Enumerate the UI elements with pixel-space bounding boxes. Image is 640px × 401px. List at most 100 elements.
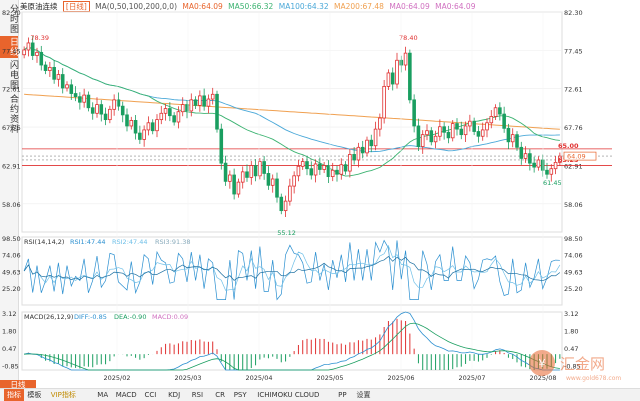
candle-body: [395, 59, 399, 85]
indicator-tab[interactable]: PSY: [233, 391, 247, 399]
candle-body: [442, 126, 446, 133]
indicator-tab[interactable]: KDJ: [168, 391, 181, 399]
ma100-value-label: MA100:64.32: [278, 2, 329, 11]
ma0-extra-label-1: MA0:64.09: [389, 2, 430, 11]
candle-body: [446, 131, 451, 139]
rsi1-line: [23, 239, 560, 301]
candle-body: [185, 104, 189, 112]
rsi-label: RSI(14,14,2): [24, 238, 64, 246]
candle-body: [159, 112, 164, 121]
candle-body: [172, 115, 176, 123]
ma-params-label: MA(0,50,100,200,0,0): [95, 2, 178, 11]
y-tick-label-left: 72.61: [2, 86, 21, 94]
candle-body: [206, 98, 211, 107]
instrument-title: 美原油连续: [20, 2, 58, 11]
indicator-tab[interactable]: 指标: [4, 389, 24, 401]
rsi2-line: [23, 244, 561, 291]
candle-body: [373, 128, 378, 147]
candle-body: [425, 130, 429, 136]
indicator-tab[interactable]: MA: [97, 391, 109, 399]
diff-legend: DIFF:-0.85: [74, 313, 107, 321]
sidebar-item-contract-info[interactable]: 合约资料: [8, 94, 18, 134]
current-price-tag: 64.09: [567, 153, 586, 161]
candle-body: [300, 161, 305, 167]
candle-body: [463, 125, 468, 136]
candle-body: [416, 125, 421, 147]
candle-body: [343, 164, 348, 172]
candle-body: [155, 119, 159, 132]
candle-body: [476, 131, 481, 137]
candle-body: [99, 104, 104, 115]
candle-body: [86, 94, 91, 109]
svg-text:¥: ¥: [539, 357, 546, 370]
sidebar-item-daily[interactable]: 日线: [0, 36, 18, 58]
rsi-y-tick-right: 49.63: [564, 268, 583, 276]
x-tick-label: 2025/06: [387, 374, 414, 382]
indicator-tab[interactable]: RSI: [191, 391, 204, 399]
indicator-tab[interactable]: PP: [338, 391, 347, 399]
indicator-tab[interactable]: ICHIMOKU CLOUD: [257, 391, 320, 399]
rsi2-legend: RSI2:47.44: [112, 238, 148, 246]
x-tick-label: 2025/08: [529, 374, 556, 382]
candle-body: [22, 49, 26, 56]
candle-body: [262, 161, 266, 174]
candle-body: [455, 123, 459, 130]
period-badge[interactable]: [日线]: [62, 1, 90, 12]
macd-y-tick-right: 0.47: [564, 345, 578, 353]
sidebar-item-flash-chart[interactable]: 闪电图: [8, 60, 18, 90]
indicator-tab[interactable]: VIP指标: [50, 391, 76, 399]
candle-body: [133, 120, 138, 134]
candle-body: [515, 134, 519, 148]
candle-body: [408, 52, 412, 101]
y-tick-label-left: 62.91: [2, 162, 21, 170]
candle-body: [528, 153, 532, 164]
candle-body: [78, 96, 82, 103]
sidebar-item-timeshare[interactable]: 分时图: [8, 4, 18, 34]
candle-body: [489, 116, 494, 124]
indicator-tab[interactable]: CCI: [144, 391, 157, 399]
macd-y-tick-left: 1.80: [2, 327, 16, 335]
candle-body: [48, 66, 52, 71]
indicator-tab[interactable]: CR: [215, 391, 226, 399]
candle-body: [335, 169, 339, 175]
candle-body: [386, 72, 391, 87]
candle-body: [382, 85, 386, 119]
daily-period-button[interactable]: 日线: [0, 380, 36, 389]
candle-body: [189, 99, 194, 112]
candle-body: [438, 126, 442, 137]
indicator-tab[interactable]: 模板: [27, 391, 42, 399]
candle-body: [275, 178, 279, 198]
candle-body: [472, 120, 476, 132]
candle-body: [232, 174, 236, 195]
candle-body: [30, 42, 35, 56]
candle-body: [146, 122, 151, 131]
indicator-tab[interactable]: 设置: [356, 391, 371, 399]
candle-body: [108, 108, 112, 121]
macd-y-tick-right: 3.12: [564, 310, 578, 318]
y-tick-label-left: 77.45: [2, 47, 21, 55]
candle-body: [502, 113, 506, 129]
macd-y-tick-left: 0.47: [2, 345, 16, 353]
ma200-value-label: MA200:67.48: [334, 2, 384, 11]
candle-body: [313, 163, 318, 176]
candle-body: [485, 122, 489, 131]
candle-body: [553, 161, 558, 170]
candle-body: [219, 128, 224, 164]
candle-body: [390, 72, 395, 85]
macd-y-tick-left: 3.12: [2, 310, 16, 318]
indicator-toolbar: 指标 模板 VIP指标 MA MACD CCI KDJ RSI CR PSY ICHIMOKU CL…: [0, 388, 640, 401]
candle-body: [228, 174, 232, 182]
candle-body: [82, 94, 86, 103]
candle-body: [270, 178, 275, 186]
watermark-logo: ¥ 汇金网 www.gold678.com: [529, 350, 621, 382]
indicator-tab[interactable]: MACD: [115, 391, 137, 399]
candle-body: [120, 105, 125, 116]
candle-body: [112, 99, 116, 110]
rsi-y-tick-right: 74.06: [564, 252, 583, 260]
candle-body: [450, 123, 455, 139]
candle-body: [288, 185, 292, 202]
candle-body: [168, 108, 172, 117]
rsi-y-tick-left: 98.50: [2, 235, 21, 243]
sidebar: 分时图 日线 闪电图 合约资料: [0, 0, 19, 400]
